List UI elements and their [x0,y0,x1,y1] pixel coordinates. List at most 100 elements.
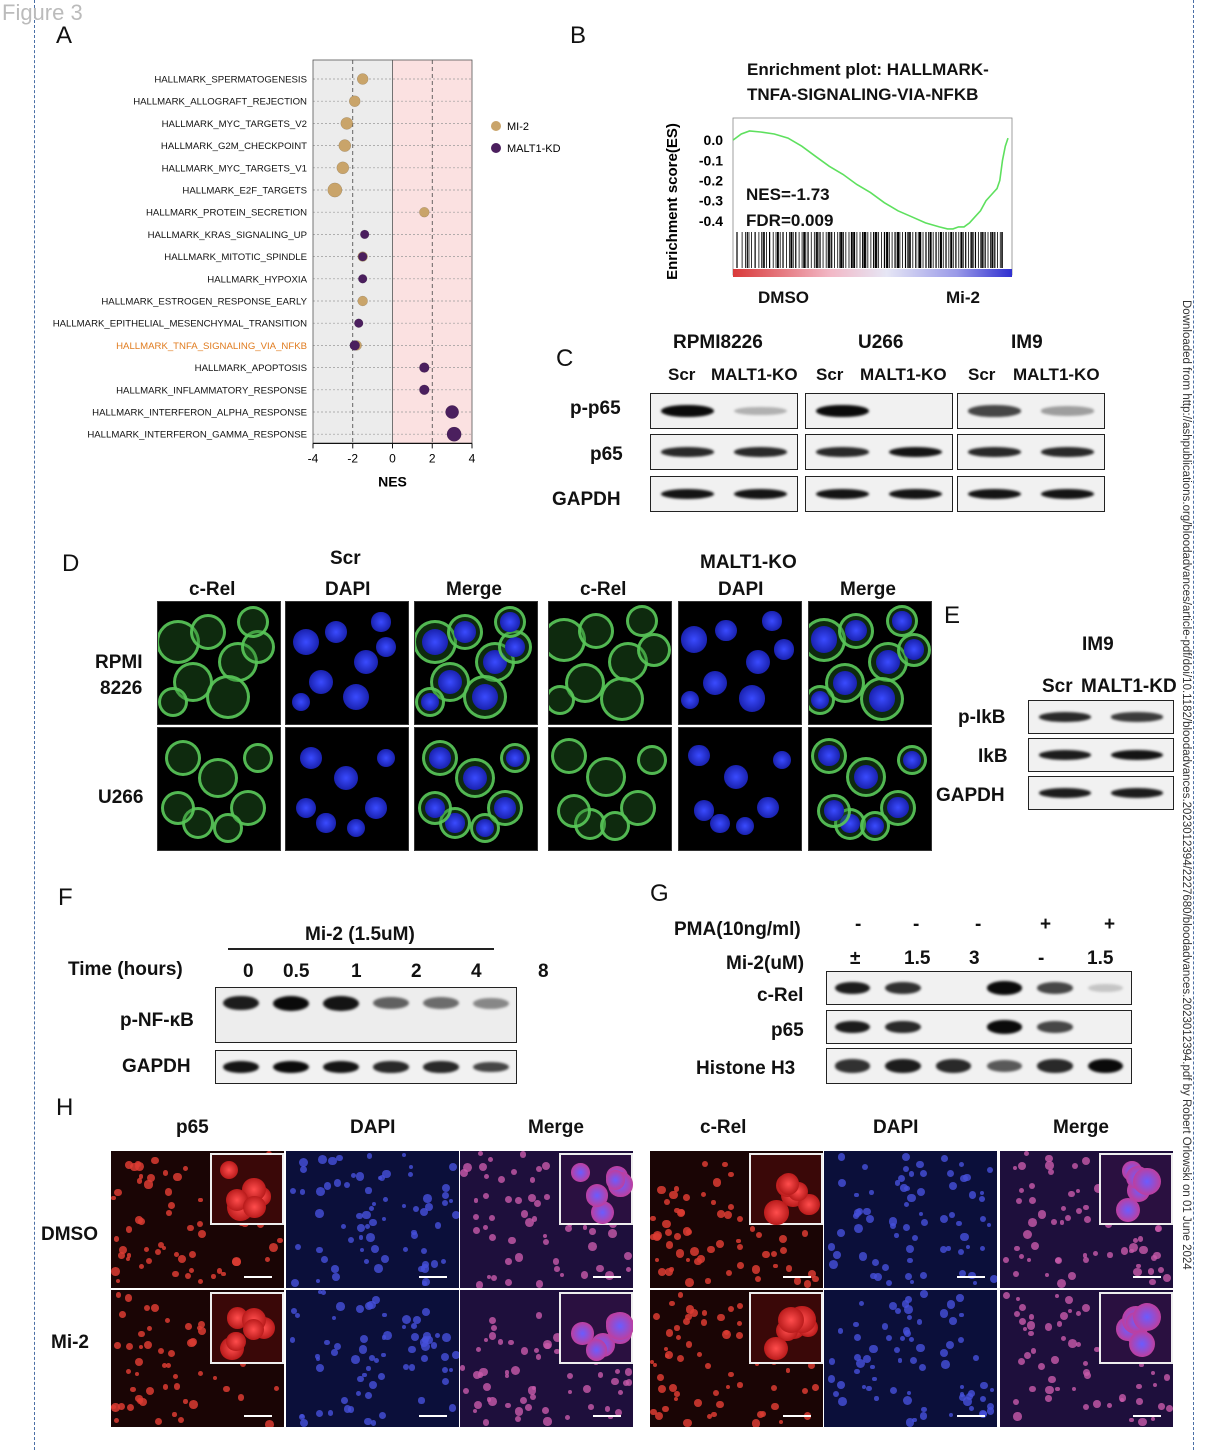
blot-band [1111,712,1163,722]
h-cell-dot [483,1338,488,1343]
h-cell-dot [663,1199,670,1205]
panel-b-right-label: Mi-2 [946,288,980,307]
d-cell-nucleus [866,817,884,835]
h-cell-dot [198,1229,207,1238]
h-zoom-inset [210,1153,284,1225]
h-cell-dot [158,1348,165,1355]
h-cell-dot [514,1407,524,1416]
d-cell-green [447,614,483,650]
h-cell-dot [990,1387,995,1392]
a-point-mi-2 [357,295,368,307]
h-cell-dot [980,1245,986,1251]
h-cell-dot [1133,1267,1142,1277]
h-cell-dot [435,1222,442,1229]
h-cell-dot [316,1363,325,1372]
h-inset-cell [571,1322,594,1345]
h-cell-dot [1093,1251,1099,1257]
blot-band [889,489,942,499]
h-cell-dot [1093,1400,1101,1408]
h-cell-dot [366,1233,375,1242]
h-cell-dot [173,1251,179,1257]
h-cell-dot [172,1412,177,1417]
h-cell-dot [408,1364,416,1372]
panel-letter-e: E [944,602,961,629]
h-cell-dot [277,1237,284,1244]
h-cell-dot [316,1186,325,1196]
h-image-row1-col4 [649,1150,824,1289]
h-cell-dot [652,1233,661,1242]
h-cell-dot [125,1256,130,1261]
h-cell-dot [854,1192,859,1198]
h-cell-dot [755,1231,762,1238]
a-point-mi-2 [336,161,350,175]
h-cell-dot [685,1340,693,1348]
h-cell-dot [541,1406,549,1414]
h-cell-dot [430,1260,439,1268]
h-cell-dot [356,1223,365,1232]
h-cell-dot [473,1409,478,1414]
d-row-rpmi-line1: RPMI [95,652,143,673]
a-point-malt1-kd [349,340,360,351]
panel-letter-d: D [62,550,80,577]
h-cell-dot [473,1214,480,1220]
h-cell-dot [940,1349,948,1358]
h-cell-dot [1013,1412,1022,1421]
blot-band [323,995,359,1011]
h-cell-dot [383,1196,389,1202]
h-cell-dot [756,1411,764,1419]
h-cell-dot [369,1355,375,1361]
h-cell-dot [368,1381,377,1389]
d-row-u266: U266 [98,787,144,808]
h-cell-dot [125,1225,133,1233]
h-cell-dot [677,1208,686,1217]
h-cell-dot [567,1389,573,1395]
d-cell-nucleus [810,626,838,653]
h-cell-dot [343,1181,351,1189]
h-cell-dot [900,1184,908,1192]
g-mi2-value: - [1038,948,1045,969]
e-row-label-gapdh: GAPDH [936,785,1005,806]
h-cell-dot [1075,1311,1081,1317]
h-cell-dot [863,1355,872,1364]
h-cell-dot [125,1342,134,1351]
h-cell-dot [365,1187,372,1194]
h-cell-dot [986,1166,993,1173]
h-cell-dot [130,1386,136,1393]
h-cell-dot [812,1383,820,1391]
d-cell-nucleus [325,621,347,643]
panel-b-enrichment-plot: 0.0 -0.1 -0.2 -0.3 -0.4 Enrichment score(ES) [664,117,1013,280]
h-cell-dot [115,1278,121,1284]
h-cell-dot [980,1215,987,1223]
d-cell-nucleus [504,636,526,658]
h-inset-cell [777,1173,800,1195]
h-cell-dot [773,1263,778,1269]
h-cell-dot [905,1418,915,1427]
h-cell-dot [866,1214,875,1224]
h-cell-dot [978,1196,985,1202]
h-cell-dot [705,1362,711,1369]
d-cell-nucleus [887,796,909,819]
b-y-tick-label: 0.0 [704,132,724,148]
h-cell-dot [264,1420,274,1427]
h-cell-dot [486,1274,491,1279]
a-category-label: HALLMARK_INTERFERON_GAMMA_RESPONSE [87,430,307,441]
h-cell-dot [700,1319,708,1326]
h-cell-dot [1081,1303,1091,1313]
h-inset-cell [226,1331,247,1352]
h-cell-dot [124,1294,133,1302]
h-cell-dot [552,1257,560,1265]
h-cell-dot [483,1173,489,1179]
h-cell-dot [520,1210,528,1218]
watermark-text: Downloaded from http://ashpublications.o… [1180,300,1192,1270]
h-scale-bar [783,1415,811,1417]
h-cell-dot [138,1398,147,1407]
h-cell-dot [145,1386,155,1395]
h-cell-dot [423,1194,432,1203]
d-image-row2-col3 [414,727,538,851]
h-cell-dot [168,1201,176,1209]
h-cell-dot [371,1295,380,1304]
h-cell-dot [155,1417,163,1425]
h-cell-dot [673,1396,679,1402]
a-point-malt1-kd [419,362,430,373]
h-cell-dot [890,1387,898,1395]
